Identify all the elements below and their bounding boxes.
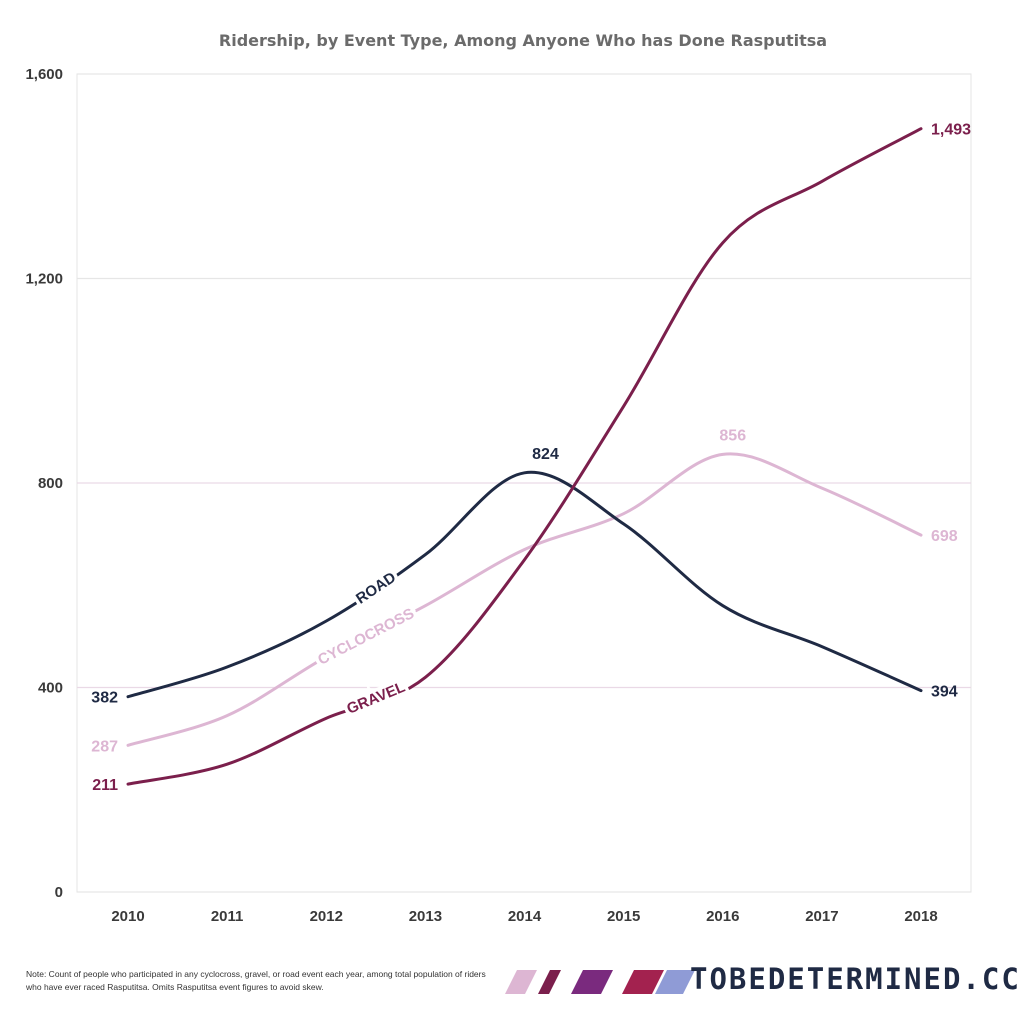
logo-stripe <box>655 970 695 994</box>
data-label-gravel: 1,493 <box>931 122 971 139</box>
brand-wordmark[interactable]: TOBEDETERMINED.CC <box>690 962 1020 996</box>
x-tick-label: 2016 <box>706 908 739 925</box>
y-tick-label: 400 <box>38 680 63 697</box>
x-tick-label: 2013 <box>409 908 442 925</box>
series-tag-cyclocross: CYCLOCROSS <box>315 605 417 669</box>
x-tick-label: 2015 <box>607 908 640 925</box>
data-label-cyclocross: 287 <box>91 738 118 755</box>
y-tick-label: 800 <box>38 475 63 492</box>
series-tag-gravel: GRAVEL <box>344 679 407 718</box>
logo-stripe <box>622 970 664 994</box>
y-tick-label: 1,600 <box>25 66 63 83</box>
data-label-cyclocross: 856 <box>719 427 746 444</box>
data-label-gravel: 211 <box>92 777 118 794</box>
footnote: Note: Count of people who participated i… <box>26 969 486 992</box>
x-tick-label: 2011 <box>211 908 244 925</box>
axis-ticks: 0 400 800 1,200 1,600 2010 2011 2012 2013 2014 201… <box>25 66 937 925</box>
y-tick-label: 1,200 <box>25 271 63 288</box>
series-lines <box>126 127 923 786</box>
logo-stripes <box>505 970 695 994</box>
series-line-gravel <box>126 127 923 786</box>
logo-stripe <box>571 970 613 994</box>
grid <box>76 73 972 893</box>
x-tick-label: 2010 <box>111 908 144 925</box>
series-line-road <box>126 470 923 699</box>
x-tick-label: 2012 <box>310 908 343 925</box>
x-tick-label: 2017 <box>805 908 838 925</box>
x-tick-label: 2014 <box>508 908 542 925</box>
logo-stripe <box>538 970 561 994</box>
data-label-cyclocross: 698 <box>931 528 958 545</box>
chart-title: Ridership, by Event Type, Among Anyone W… <box>219 31 827 50</box>
series-line-cyclocross <box>126 452 923 747</box>
data-label-road: 824 <box>532 446 559 463</box>
x-tick-label: 2018 <box>904 908 937 925</box>
data-label-road: 382 <box>91 690 118 707</box>
y-tick-label: 0 <box>55 884 63 901</box>
logo-stripe <box>505 970 537 994</box>
series-tag-road: ROAD <box>353 569 399 608</box>
data-label-road: 394 <box>931 684 958 701</box>
